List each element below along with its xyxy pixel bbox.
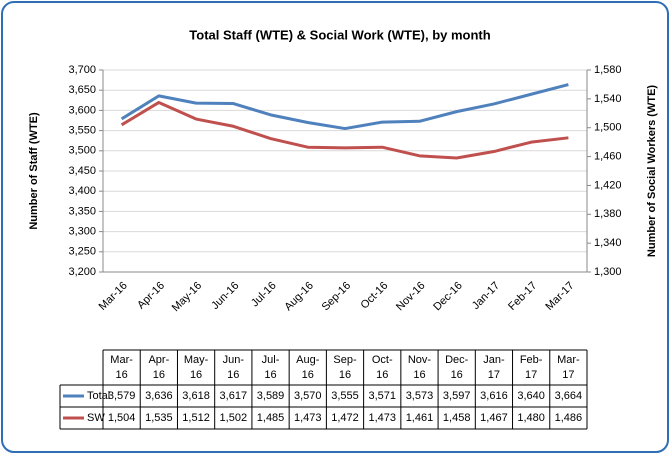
table-value: 1,535 — [145, 412, 173, 424]
table-value: 3,589 — [257, 390, 285, 402]
table-header: Nov-16 — [408, 354, 432, 381]
y-tick-label: 3,200 — [68, 266, 96, 278]
table-header: Mar-17 — [557, 354, 580, 381]
chart-title: Total Staff (WTE) & Social Work (WTE), b… — [189, 27, 490, 42]
y-tick-label: 3,600 — [68, 104, 96, 116]
table-value: 3,664 — [555, 390, 583, 402]
y-axis-title: Number of Staff (WTE) — [28, 112, 40, 230]
table-value: 1,473 — [294, 412, 322, 424]
table-value: 3,616 — [480, 390, 508, 402]
table-header: Jul-16 — [262, 354, 280, 381]
series-line — [120, 83, 569, 131]
y-tick-label: 3,700 — [68, 64, 96, 76]
y-tick-label: 3,350 — [68, 205, 96, 217]
table-header: Dec-16 — [445, 354, 469, 381]
y2-tick-label: 1,300 — [594, 266, 622, 278]
table-value: 1,473 — [368, 412, 396, 424]
table-value: 3,636 — [145, 390, 173, 402]
table-value: 3,555 — [331, 390, 359, 402]
y2-tick-label: 1,500 — [594, 122, 622, 134]
table-header: Sep-16 — [333, 354, 357, 381]
y2-tick-label: 1,460 — [594, 150, 622, 162]
table-value: 1,467 — [480, 412, 508, 424]
table-value: 3,573 — [406, 390, 434, 402]
y-tick-label: 3,450 — [68, 165, 96, 177]
y2-tick-label: 1,340 — [594, 237, 622, 249]
y2-tick-label: 1,540 — [594, 93, 622, 105]
table-value: 3,579 — [108, 390, 136, 402]
table-header: Apr-16 — [148, 354, 169, 381]
table-value: 3,640 — [517, 390, 545, 402]
y2-tick-label: 1,380 — [594, 208, 622, 220]
table-header: Jun-16 — [223, 354, 245, 381]
y2-tick-label: 1,580 — [594, 64, 622, 76]
table-header: Mar-16 — [110, 354, 133, 381]
table-value: 1,472 — [331, 412, 359, 424]
y2-tick-label: 1,420 — [594, 179, 622, 191]
table-value: 1,458 — [443, 412, 471, 424]
y-tick-label: 3,550 — [68, 125, 96, 137]
y-tick-label: 3,300 — [68, 226, 96, 238]
table-value: 1,461 — [406, 412, 434, 424]
table-value: 1,486 — [555, 412, 583, 424]
y2-axis-title: Number of Social Workers (WTE) — [646, 85, 658, 257]
series-line — [120, 100, 569, 160]
table-value: 1,504 — [108, 412, 136, 424]
table-value: 1,502 — [220, 412, 248, 424]
table-value: 1,480 — [517, 412, 545, 424]
legend-label: Total — [87, 390, 110, 402]
y-tick-label: 3,650 — [68, 84, 96, 96]
legend-label: SW — [87, 412, 105, 424]
table-value: 3,617 — [220, 390, 248, 402]
table-value: 3,571 — [368, 390, 396, 402]
table-header: Jan-17 — [483, 354, 505, 381]
table-value: 1,485 — [257, 412, 285, 424]
y-tick-label: 3,250 — [68, 246, 96, 258]
table-value: 1,512 — [182, 412, 210, 424]
table-value: 3,618 — [182, 390, 210, 402]
y-tick-label: 3,500 — [68, 145, 96, 157]
table-header: Aug-16 — [296, 354, 320, 381]
table-header: Oct-16 — [372, 354, 393, 381]
table-value: 3,597 — [443, 390, 471, 402]
table-header: Feb-17 — [520, 354, 543, 381]
table-value: 3,570 — [294, 390, 322, 402]
table-header: May-16 — [184, 354, 209, 381]
y-tick-label: 3,400 — [68, 185, 96, 197]
